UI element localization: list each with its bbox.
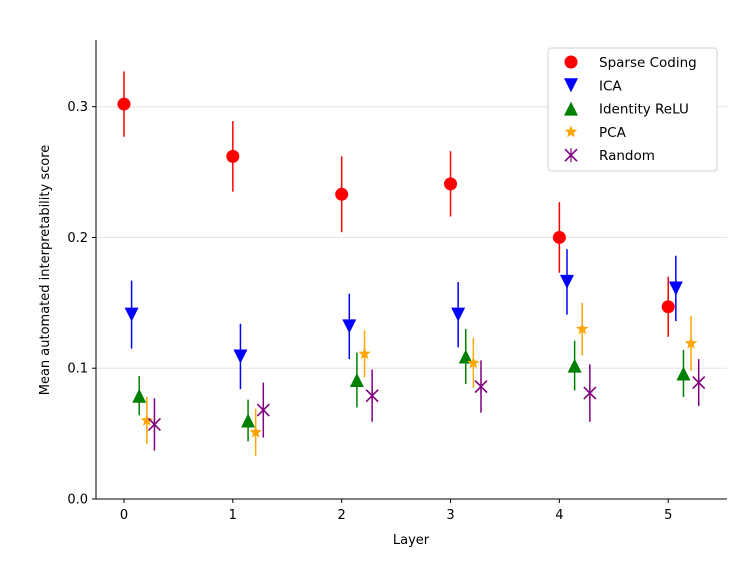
legend-box (547, 47, 718, 172)
random-point (256, 403, 270, 418)
identity-relu-point (241, 413, 256, 428)
pca-point (576, 322, 589, 335)
x-tick-label: 3 (446, 508, 454, 523)
y-tick-label: 0.1 (67, 362, 88, 377)
legend-label-sparse-coding: Sparse Coding (599, 55, 697, 71)
identity-relu-point (567, 358, 582, 373)
sparse-coding-point (117, 97, 131, 111)
x-tick-label: 4 (555, 508, 563, 523)
x-tick-label: 2 (338, 508, 346, 523)
pca-point (249, 425, 262, 438)
random-point (583, 386, 597, 401)
pca-point (684, 336, 698, 349)
legend-label-ica: ICA (599, 78, 622, 94)
ica-point (451, 307, 466, 322)
sparse-coding-point (444, 177, 458, 191)
identity-relu-point (349, 373, 364, 387)
y-tick-label: 0.0 (67, 493, 88, 508)
ica-point (342, 319, 357, 334)
legend-label-random: Random (599, 148, 655, 164)
random-point (474, 379, 488, 394)
pca-point (467, 356, 480, 369)
sparse-coding-point (661, 300, 675, 314)
x-axis-label: Layer (393, 533, 430, 548)
ica-point (559, 274, 574, 289)
legend-label-pca: PCA (599, 125, 627, 141)
sparse-coding-point (226, 149, 240, 163)
legend: Sparse Coding ICA Identity ReLU PCA Random (547, 47, 718, 172)
legend-label-identity-relu: Identity ReLU (599, 102, 689, 118)
random-point (147, 417, 162, 432)
y-tick-label: 0.2 (67, 231, 88, 246)
x-tick-label: 5 (664, 508, 672, 523)
legend-marker-sparse-coding (564, 55, 578, 69)
y-tick-label: 0.3 (67, 100, 88, 115)
y-axis-label: Mean automated interpretability score (38, 145, 53, 396)
identity-relu-point (458, 349, 473, 364)
legend-marker-identity-relu (564, 101, 578, 116)
identity-relu-point (676, 366, 691, 381)
sparse-coding-point (552, 230, 566, 244)
data-marks (117, 71, 706, 456)
random-point (692, 375, 706, 390)
sparse-coding-point (335, 187, 349, 201)
pca-point (140, 414, 153, 426)
pca-point (358, 347, 371, 360)
ica-point (233, 349, 248, 364)
identity-relu-point (132, 388, 147, 403)
x-tick-label: 0 (120, 508, 128, 523)
legend-marker-random (564, 148, 578, 163)
ica-point (668, 281, 683, 296)
random-point (365, 388, 379, 403)
x-tick-label: 1 (229, 508, 237, 523)
axes: 0.0 0.1 0.2 0.3 0 1 2 3 4 5 (67, 40, 727, 523)
legend-marker-pca (564, 125, 578, 138)
ica-point (124, 307, 139, 322)
legend-marker-ica (564, 78, 578, 93)
